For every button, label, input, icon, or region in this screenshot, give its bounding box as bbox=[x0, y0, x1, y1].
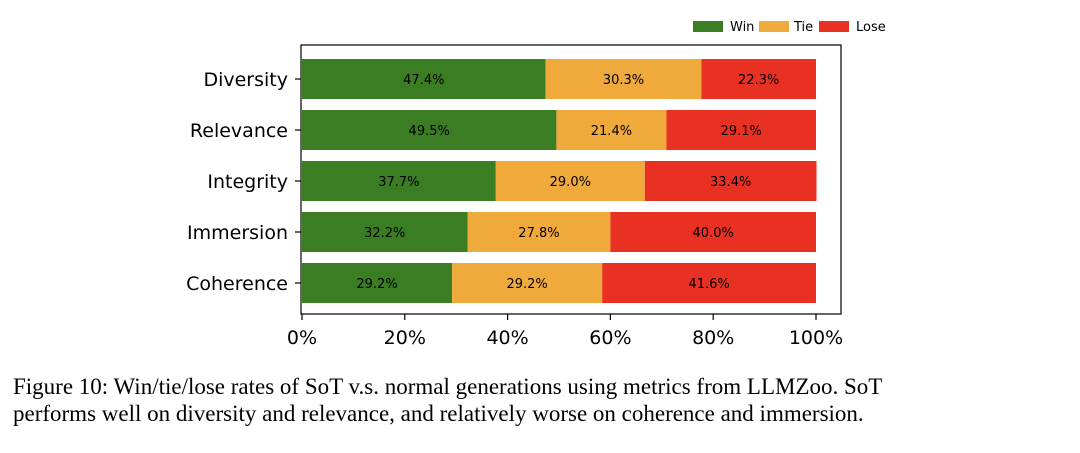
caption-line-1: Figure 10: Win/tie/lose rates of SoT v.s… bbox=[13, 374, 883, 399]
x-tick-label-60: 60% bbox=[589, 327, 631, 349]
bar-lose-integrity bbox=[644, 161, 817, 201]
y-tick-label-diversity: Diversity bbox=[203, 69, 288, 91]
bar-lose-relevance bbox=[666, 110, 816, 150]
data-label-lose-integrity: 33.4% bbox=[710, 175, 751, 190]
data-label-tie-immersion: 27.8% bbox=[518, 226, 559, 241]
bar-win-integrity bbox=[302, 161, 496, 201]
bar-win-diversity bbox=[302, 59, 546, 99]
stacked-bar-chart: 47.4% 30.3% 22.3% 49.5% 21.4% 29.1% 37.7% 29.0%… bbox=[186, 20, 886, 349]
legend-label-tie: Tie bbox=[793, 20, 813, 35]
y-tick-label-immersion: Immersion bbox=[187, 222, 288, 244]
legend-swatch-win bbox=[693, 21, 723, 32]
y-tick-label-relevance: Relevance bbox=[190, 120, 288, 142]
bar-lose-coherence bbox=[602, 263, 816, 303]
x-tick-label-20: 20% bbox=[384, 327, 426, 349]
y-tick-label-coherence: Coherence bbox=[186, 273, 288, 295]
legend-swatch-tie bbox=[759, 21, 789, 32]
bar-lose-diversity bbox=[701, 59, 816, 99]
data-label-win-integrity: 37.7% bbox=[378, 175, 419, 190]
bar-win-immersion bbox=[302, 212, 468, 252]
bar-lose-immersion bbox=[610, 212, 816, 252]
data-label-win-diversity: 47.4% bbox=[403, 73, 444, 88]
data-label-win-coherence: 29.2% bbox=[356, 277, 397, 292]
data-label-tie-relevance: 21.4% bbox=[591, 124, 632, 139]
data-label-tie-integrity: 29.0% bbox=[550, 175, 591, 190]
y-tick-label-integrity: Integrity bbox=[207, 171, 288, 193]
axes-frame bbox=[300, 44, 842, 315]
caption-line-2: performs well on diversity and relevance… bbox=[13, 401, 864, 426]
legend-swatch-lose bbox=[819, 21, 849, 32]
figure-caption: Figure 10: Win/tie/lose rates of SoT v.s… bbox=[13, 373, 1069, 427]
bar-tie-coherence bbox=[452, 263, 603, 303]
data-label-tie-coherence: 29.2% bbox=[506, 277, 547, 292]
x-tick-label-40: 40% bbox=[486, 327, 528, 349]
data-label-win-relevance: 49.5% bbox=[409, 124, 450, 139]
bar-tie-diversity bbox=[545, 59, 702, 99]
data-label-lose-immersion: 40.0% bbox=[693, 226, 734, 241]
legend-label-win: Win bbox=[730, 20, 754, 35]
bar-tie-relevance bbox=[556, 110, 667, 150]
data-label-win-immersion: 32.2% bbox=[364, 226, 405, 241]
bar-win-relevance bbox=[302, 110, 557, 150]
bar-tie-immersion bbox=[467, 212, 611, 252]
x-tick-label-100: 100% bbox=[789, 327, 843, 349]
data-label-lose-diversity: 22.3% bbox=[738, 73, 779, 88]
data-label-tie-diversity: 30.3% bbox=[603, 73, 644, 88]
bar-win-coherence bbox=[302, 263, 453, 303]
x-tick-label-0: 0% bbox=[287, 327, 317, 349]
data-label-lose-relevance: 29.1% bbox=[721, 124, 762, 139]
data-label-lose-coherence: 41.6% bbox=[688, 277, 729, 292]
legend-label-lose: Lose bbox=[856, 20, 886, 35]
x-tick-label-80: 80% bbox=[692, 327, 734, 349]
bar-tie-integrity bbox=[495, 161, 645, 201]
